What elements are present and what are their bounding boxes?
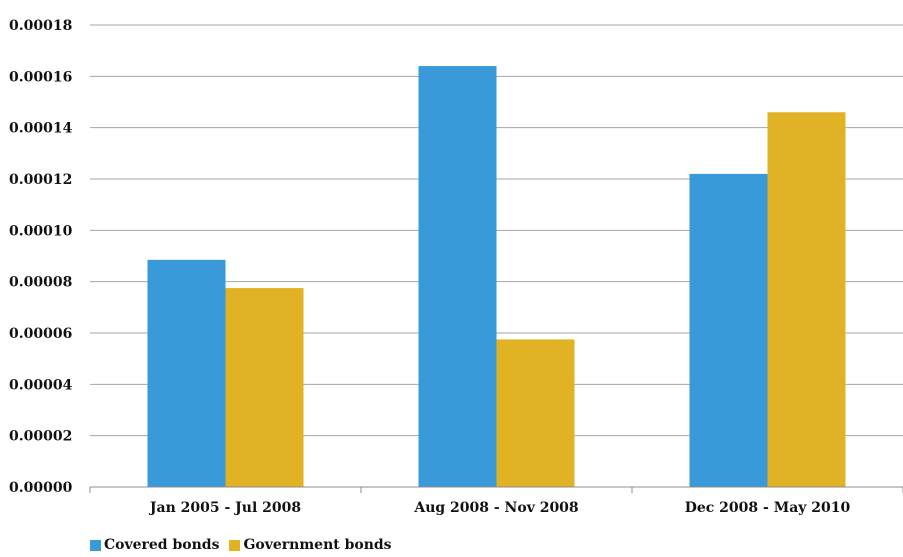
y-tick-label: 0.00008 [9,275,72,291]
x-tick-label: Dec 2008 - May 2010 [685,500,851,516]
legend-label-government-bonds: Government bonds [243,537,392,553]
bar-covered-bonds [147,259,226,487]
chart-canvas: 0.00000 0.00002 0.00004 0.00006 0.00008 0.000… [9,18,903,516]
y-tick-label: 0.00000 [9,480,73,496]
legend-label-covered-bonds: Covered bonds [104,537,220,553]
x-tick-label: Jan 2005 - Jul 2008 [148,500,301,516]
bars [147,66,846,488]
y-tick-label: 0.00004 [9,377,73,393]
y-tick-label: 0.00016 [9,69,72,85]
x-tick-label: Aug 2008 - Nov 2008 [413,500,578,516]
legend-swatch-government-bonds [229,539,241,551]
y-tick-label: 0.00014 [9,121,73,137]
bar-covered-bonds [689,173,768,487]
legend-swatch-covered-bonds [90,539,101,551]
y-tick-label: 0.00002 [9,429,72,445]
y-tick-label: 0.00006 [9,326,72,342]
legend-item-covered-bonds: Covered bonds [90,537,219,553]
bar-government-bonds [225,288,304,487]
bar-covered-bonds [418,66,497,488]
legend: Covered bonds Government bonds [90,535,392,555]
axes: 0.00000 0.00002 0.00004 0.00006 0.00008 0.000… [9,18,903,516]
y-tick-label: 0.00018 [9,18,72,34]
bar-government-bonds [496,339,575,487]
y-tick-label: 0.00012 [9,172,72,188]
legend-item-government-bonds: Government bonds [229,537,392,553]
y-tick-label: 0.00010 [9,223,73,239]
bar-government-bonds [767,112,846,488]
